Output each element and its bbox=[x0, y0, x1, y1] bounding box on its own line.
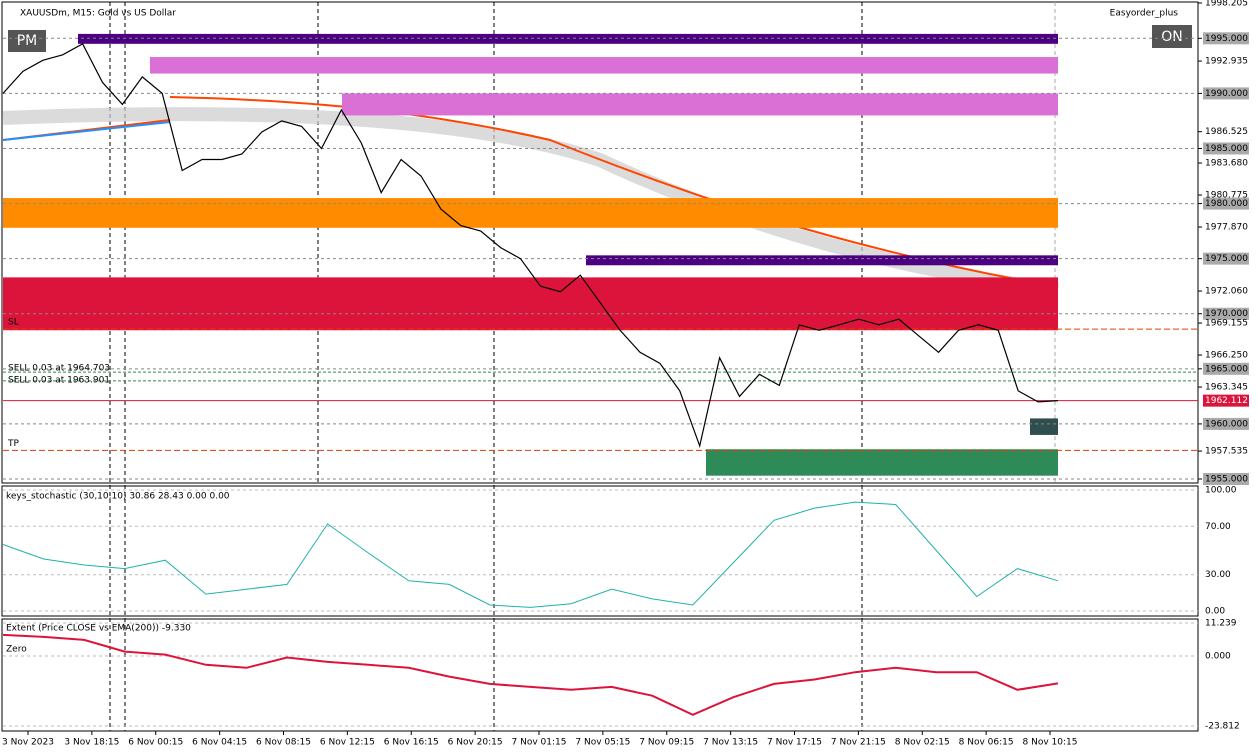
x-tick-label: 6 Nov 00:15 bbox=[128, 738, 183, 748]
stoch-frame bbox=[1, 485, 1199, 617]
on-label[interactable]: ON bbox=[1161, 29, 1183, 45]
tick-highlight bbox=[1203, 252, 1249, 265]
y-tick-label: 1986.525 bbox=[1205, 127, 1248, 137]
x-tick-label: 6 Nov 12:15 bbox=[320, 738, 375, 748]
extent-line bbox=[2, 633, 1059, 716]
tick-highlight bbox=[1203, 417, 1249, 430]
ema-fast bbox=[2, 121, 171, 141]
y-tick-label: 1972.060 bbox=[1205, 287, 1248, 297]
y-tick-label: 100.00 bbox=[1205, 486, 1237, 496]
x-tick-label: 7 Nov 05:15 bbox=[575, 738, 630, 748]
zone bbox=[342, 93, 1058, 116]
x-tick-label: 7 Nov 21:15 bbox=[831, 738, 886, 748]
sl-label: SL bbox=[8, 318, 19, 328]
x-tick-label: 6 Nov 16:15 bbox=[384, 738, 439, 748]
y-tick-label: 0.000 bbox=[1205, 652, 1231, 662]
zone bbox=[706, 449, 1058, 476]
x-tick-label: 6 Nov 08:15 bbox=[256, 738, 311, 748]
chart-title: XAUUSDm, M15: Gold vs US Dollar bbox=[20, 9, 176, 19]
y-tick-label: 1980.775 bbox=[1205, 191, 1248, 201]
tick-highlight bbox=[1203, 362, 1249, 375]
y-tick-label: 1977.870 bbox=[1205, 223, 1248, 233]
order-label: SELL 0.03 at 1963.901 bbox=[8, 375, 110, 385]
extent-frame bbox=[1, 618, 1199, 732]
tick-highlight bbox=[1203, 197, 1249, 210]
y-tick-label: 1998.205 bbox=[1205, 0, 1248, 9]
y-tick-label: 1980.000 bbox=[1205, 199, 1248, 209]
pm-button[interactable] bbox=[8, 30, 46, 52]
zone bbox=[150, 57, 1058, 74]
zone bbox=[586, 255, 1058, 266]
x-tick-label: 7 Nov 09:15 bbox=[639, 738, 694, 748]
tick-highlight bbox=[1203, 473, 1249, 485]
price-frame bbox=[1, 1, 1199, 484]
y-tick-label: 1963.345 bbox=[1205, 383, 1248, 393]
y-tick-label: 1995.000 bbox=[1205, 34, 1248, 44]
expert-name: Easyorder_plus bbox=[1110, 9, 1179, 19]
y-tick-label: 1983.680 bbox=[1205, 159, 1248, 169]
y-tick-label: 1966.250 bbox=[1205, 351, 1248, 361]
on-button[interactable] bbox=[1152, 25, 1192, 48]
stoch-line bbox=[2, 501, 1059, 608]
x-tick-label: 8 Nov 10:15 bbox=[1023, 738, 1078, 748]
y-tick-label: 1985.000 bbox=[1205, 144, 1248, 154]
zone bbox=[3, 277, 1058, 331]
tick-highlight bbox=[1203, 142, 1249, 155]
x-tick-label: 6 Nov 20:15 bbox=[448, 738, 503, 748]
y-tick-label: 1955.000 bbox=[1205, 475, 1248, 485]
y-tick-label: 70.00 bbox=[1205, 522, 1231, 532]
zero-label: Zero bbox=[6, 645, 27, 655]
tick-highlight bbox=[1203, 32, 1249, 45]
y-tick-label: 1960.000 bbox=[1205, 419, 1248, 429]
y-tick-label: 1957.535 bbox=[1205, 447, 1248, 457]
extent-title: Extent (Price CLOSE vs EMA(200)) -9.330 bbox=[6, 624, 191, 634]
x-tick-label: 8 Nov 02:15 bbox=[895, 738, 950, 748]
zone bbox=[1030, 418, 1058, 435]
y-tick-label: 1970.000 bbox=[1205, 309, 1248, 319]
price-line bbox=[2, 42, 1059, 449]
y-tick-label: 1990.000 bbox=[1205, 89, 1248, 99]
y-tick-label: 11.239 bbox=[1205, 619, 1237, 629]
separators bbox=[109, 2, 1056, 731]
x-tick-label: 8 Nov 06:15 bbox=[959, 738, 1014, 748]
current-price-label: 1962.112 bbox=[1205, 396, 1248, 406]
zone bbox=[3, 198, 1058, 228]
y-tick-label: 30.00 bbox=[1205, 570, 1231, 580]
y-tick-label: 1965.000 bbox=[1205, 364, 1248, 374]
zone bbox=[78, 33, 1058, 44]
x-tick-label: 7 Nov 01:15 bbox=[512, 738, 567, 748]
tick-highlight bbox=[1203, 87, 1249, 100]
tick-highlight bbox=[1203, 307, 1249, 320]
x-tick-label: 7 Nov 13:15 bbox=[703, 738, 758, 748]
y-tick-label: 1992.935 bbox=[1205, 57, 1248, 67]
stoch-title: keys_stochastic (30,10,10) 30.86 28.43 0… bbox=[6, 492, 230, 502]
current-price-box bbox=[1203, 394, 1249, 407]
y-tick-label: -23.812 bbox=[1205, 722, 1240, 732]
order-label: SELL 0.03 at 1964.703 bbox=[8, 364, 110, 374]
y-tick-label: 0.00 bbox=[1205, 607, 1225, 617]
y-tick-label: 1969.155 bbox=[1205, 319, 1248, 329]
x-tick-label: 7 Nov 17:15 bbox=[767, 738, 822, 748]
x-tick-label: 6 Nov 04:15 bbox=[192, 738, 247, 748]
x-tick-label: 3 Nov 18:15 bbox=[64, 738, 119, 748]
x-tick-label: 3 Nov 2023 bbox=[2, 738, 54, 748]
y-tick-label: 1975.000 bbox=[1205, 254, 1248, 264]
pm-label[interactable]: PM bbox=[17, 33, 38, 49]
tp-label: TP bbox=[7, 439, 19, 449]
